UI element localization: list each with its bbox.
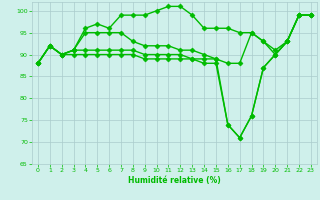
X-axis label: Humidité relative (%): Humidité relative (%) bbox=[128, 176, 221, 185]
